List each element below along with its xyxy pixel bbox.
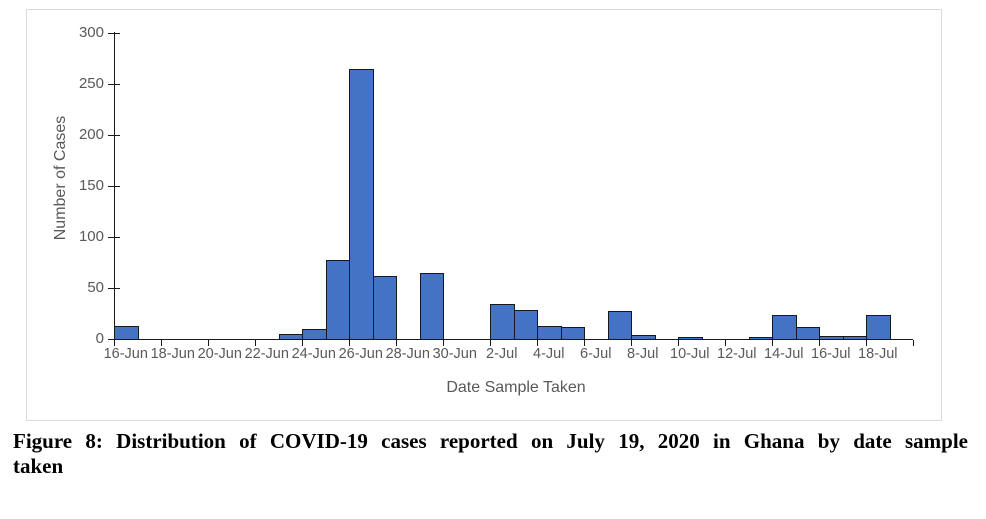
y-axis-line [114, 32, 115, 339]
x-axis-tick [302, 340, 303, 346]
bar-4-Jul [537, 326, 562, 340]
bar-8-Jul [631, 335, 656, 340]
x-tick-label: 8-Jul [627, 346, 659, 362]
bar-15-Jul [795, 327, 820, 340]
y-tick-label: 100 [78, 228, 104, 245]
x-tick-label: 6-Jul [580, 346, 612, 362]
figure-caption-line-1: Figure 8: Distribution of COVID-19 cases… [13, 429, 968, 453]
x-tick-label: 16-Jun [103, 346, 148, 362]
y-axis-tick [108, 288, 120, 289]
bar-29-Jun [419, 273, 444, 340]
x-tick-label: 24-Jun [291, 346, 336, 362]
y-tick-label: 150 [78, 177, 104, 194]
y-tick-label: 250 [78, 75, 104, 92]
x-axis-tick [866, 340, 867, 346]
x-axis-tick [114, 340, 115, 346]
x-axis-tick [396, 340, 397, 346]
x-axis-tick [443, 340, 444, 346]
y-tick-label: 300 [78, 24, 104, 41]
plot-area: 0 50 100 150 200 250 300 16-Jun 18-Jun 20-Jun 22-J… [27, 10, 941, 420]
y-axis-tick [108, 84, 120, 85]
bar-5-Jul [560, 327, 585, 340]
x-tick-label: 18-Jun [150, 346, 195, 362]
bar-16-Jul [819, 336, 844, 340]
x-tick-label: 16-Jul [811, 346, 851, 362]
x-tick-label: 18-Jul [858, 346, 898, 362]
bar-18-Jul [866, 315, 891, 340]
x-tick-label: 20-Jun [197, 346, 242, 362]
x-axis-tick [161, 340, 162, 346]
bar-3-Jul [513, 310, 538, 340]
bar-13-Jul [748, 337, 773, 340]
x-tick-label: 26-Jun [338, 346, 383, 362]
x-axis-tick [913, 340, 914, 346]
bar-23-Jun [278, 334, 303, 340]
bar-26-Jun [349, 69, 374, 340]
bar-14-Jul [772, 315, 797, 340]
x-tick-label: 30-Jun [432, 346, 477, 362]
y-tick-label: 50 [87, 279, 104, 296]
chart-area: Number of Cases Date Sample Taken 0 50 100… [26, 9, 942, 421]
x-tick-label: 22-Jun [244, 346, 289, 362]
x-tick-label: 4-Jul [533, 346, 565, 362]
y-axis-tick [108, 186, 120, 187]
x-axis-tick [584, 340, 585, 346]
x-tick-label: 28-Jun [385, 346, 430, 362]
y-tick-label: 0 [95, 330, 104, 347]
x-tick-label: 14-Jul [764, 346, 804, 362]
y-tick-label: 200 [78, 126, 104, 143]
x-tick-label: 10-Jul [670, 346, 710, 362]
x-axis-tick [772, 340, 773, 346]
x-axis-tick [631, 340, 632, 346]
figure-caption: Figure 8: Distribution of COVID-19 cases… [13, 429, 968, 479]
y-axis-tick [108, 33, 120, 34]
bar-16-Jun [114, 326, 139, 340]
x-axis-title: Date Sample Taken [446, 379, 586, 396]
x-axis-tick [537, 340, 538, 346]
bar-25-Jun [325, 260, 350, 340]
y-axis-tick [108, 135, 120, 136]
bar-10-Jul [678, 337, 703, 340]
x-axis-tick [349, 340, 350, 346]
bar-24-Jun [302, 329, 327, 340]
x-axis-tick [819, 340, 820, 346]
x-axis-tick [678, 340, 679, 346]
x-tick-label: 12-Jul [717, 346, 757, 362]
x-axis-tick [490, 340, 491, 346]
x-axis-tick [208, 340, 209, 346]
x-axis-tick [725, 340, 726, 346]
bar-17-Jul [842, 336, 867, 340]
bar-7-Jul [607, 311, 632, 340]
figure-caption-line-2: taken [13, 454, 64, 478]
y-axis-tick [108, 237, 120, 238]
x-tick-label: 2-Jul [486, 346, 518, 362]
bar-27-Jun [372, 276, 397, 340]
x-axis-tick [255, 340, 256, 346]
bar-2-Jul [490, 304, 515, 340]
